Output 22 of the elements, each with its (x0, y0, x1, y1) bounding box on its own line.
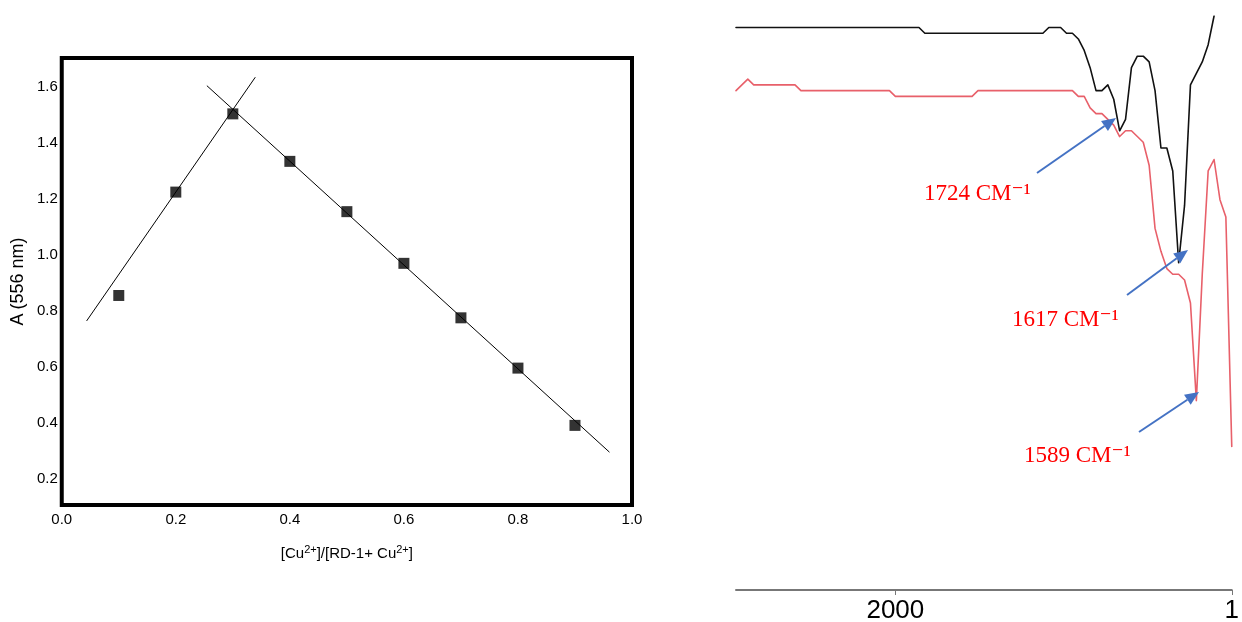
y-tick-label: 1.0 (36, 245, 58, 263)
y-tick-label: 0.4 (36, 412, 58, 430)
x-tick-label: 2000 (866, 594, 925, 622)
x-tick-label: 0.0 (51, 510, 73, 527)
x-tick-label: 1 (1224, 594, 1239, 622)
annotation: 1589 CM⁻¹ (1024, 441, 1131, 467)
y-axis-title: A (556 nm) (7, 237, 27, 326)
point (569, 419, 581, 431)
y-tick-label: 0.8 (36, 300, 58, 318)
point (113, 289, 125, 301)
x-tick-label: 1.0 (621, 510, 643, 527)
y-tick-label: 0.2 (36, 468, 58, 486)
y-tick-label: 1.4 (36, 133, 58, 151)
x-tick-label: 0.6 (393, 510, 415, 527)
y-tick-label: 0.6 (36, 356, 58, 374)
y-tick-label: 1.2 (36, 189, 58, 207)
x-tick-label: 0.8 (507, 510, 529, 527)
annotation: 1617 CM⁻¹ (1012, 305, 1119, 331)
y-tick-label: 1.6 (36, 77, 58, 95)
x-tick-label: 0.2 (165, 510, 187, 527)
x-tick-label: 0.4 (279, 510, 301, 527)
annotation: 1724 CM⁻¹ (924, 179, 1031, 205)
